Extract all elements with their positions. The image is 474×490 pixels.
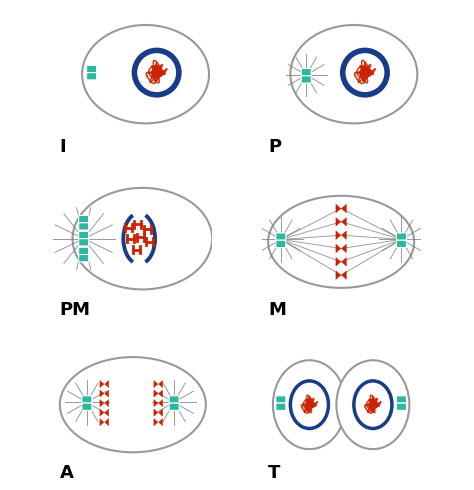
Polygon shape <box>342 204 346 213</box>
Polygon shape <box>100 390 104 397</box>
FancyBboxPatch shape <box>276 403 286 411</box>
FancyBboxPatch shape <box>396 240 407 247</box>
FancyBboxPatch shape <box>79 223 89 230</box>
Text: PM: PM <box>60 301 91 319</box>
Polygon shape <box>342 258 346 266</box>
Polygon shape <box>336 204 341 213</box>
Ellipse shape <box>82 25 209 123</box>
Polygon shape <box>336 244 341 253</box>
Text: T: T <box>268 464 281 482</box>
Polygon shape <box>159 390 163 397</box>
Polygon shape <box>342 244 346 253</box>
Ellipse shape <box>73 188 212 290</box>
Polygon shape <box>154 409 158 416</box>
Ellipse shape <box>268 196 414 288</box>
FancyBboxPatch shape <box>169 403 179 411</box>
FancyBboxPatch shape <box>79 254 89 262</box>
Polygon shape <box>336 271 341 279</box>
Polygon shape <box>105 381 109 388</box>
Polygon shape <box>105 409 109 416</box>
Polygon shape <box>342 231 346 240</box>
FancyBboxPatch shape <box>87 73 97 80</box>
Text: M: M <box>268 301 286 319</box>
FancyBboxPatch shape <box>82 403 92 411</box>
FancyBboxPatch shape <box>301 69 311 76</box>
Ellipse shape <box>343 50 387 95</box>
Ellipse shape <box>337 360 410 449</box>
Polygon shape <box>100 381 104 388</box>
Ellipse shape <box>135 50 179 95</box>
FancyBboxPatch shape <box>301 76 311 83</box>
Polygon shape <box>159 399 163 407</box>
Polygon shape <box>154 390 158 397</box>
Polygon shape <box>105 390 109 397</box>
FancyBboxPatch shape <box>396 233 407 240</box>
FancyBboxPatch shape <box>79 247 89 254</box>
Text: P: P <box>268 138 281 156</box>
Polygon shape <box>154 381 158 388</box>
Polygon shape <box>154 399 158 407</box>
Polygon shape <box>105 399 109 407</box>
Polygon shape <box>105 418 109 426</box>
Polygon shape <box>336 218 341 226</box>
Polygon shape <box>342 218 346 226</box>
Ellipse shape <box>60 357 206 452</box>
FancyBboxPatch shape <box>79 231 89 239</box>
Ellipse shape <box>273 360 346 449</box>
FancyBboxPatch shape <box>396 396 407 403</box>
Polygon shape <box>100 399 104 407</box>
Polygon shape <box>159 381 163 388</box>
FancyBboxPatch shape <box>82 396 92 403</box>
Text: I: I <box>60 138 66 156</box>
FancyBboxPatch shape <box>276 240 286 247</box>
Text: A: A <box>60 464 74 482</box>
Polygon shape <box>100 409 104 416</box>
FancyBboxPatch shape <box>276 233 286 240</box>
Polygon shape <box>159 409 163 416</box>
Polygon shape <box>336 258 341 266</box>
Polygon shape <box>154 418 158 426</box>
Polygon shape <box>342 271 346 279</box>
FancyBboxPatch shape <box>396 403 407 411</box>
Polygon shape <box>336 231 341 240</box>
Ellipse shape <box>291 25 417 123</box>
Polygon shape <box>100 418 104 426</box>
FancyBboxPatch shape <box>87 65 97 73</box>
FancyBboxPatch shape <box>276 396 286 403</box>
FancyBboxPatch shape <box>79 216 89 223</box>
FancyBboxPatch shape <box>169 396 179 403</box>
FancyBboxPatch shape <box>79 239 89 246</box>
Polygon shape <box>159 418 163 426</box>
